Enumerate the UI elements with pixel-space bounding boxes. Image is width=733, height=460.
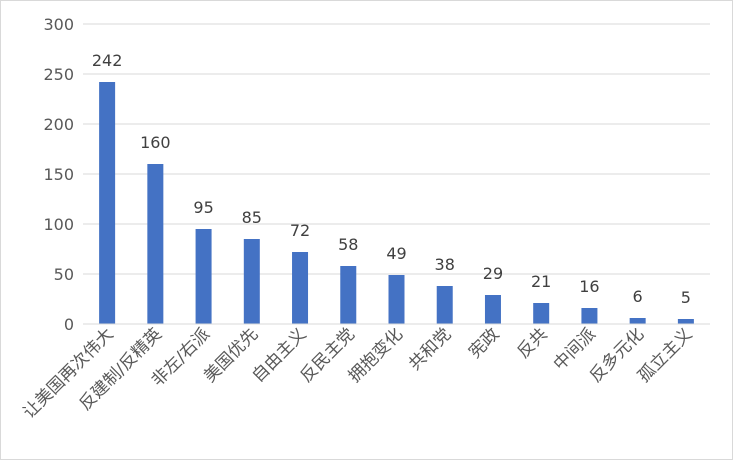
bar xyxy=(340,266,357,324)
bar xyxy=(677,319,694,324)
data-label: 242 xyxy=(92,51,123,70)
y-tick-label: 50 xyxy=(54,265,74,284)
y-tick-label: 0 xyxy=(64,315,74,334)
bar xyxy=(484,295,501,324)
data-label: 160 xyxy=(140,133,171,152)
x-category-label: 宪政 xyxy=(465,324,503,362)
bar xyxy=(195,229,212,324)
x-category-label: 反共 xyxy=(514,324,552,362)
bar xyxy=(99,82,116,324)
x-category-label: 孤立主义 xyxy=(634,324,696,386)
data-label: 38 xyxy=(435,255,455,274)
y-tick-label: 200 xyxy=(43,115,74,134)
bars xyxy=(99,82,694,324)
x-category-label: 共和党 xyxy=(405,324,455,374)
bar xyxy=(581,308,598,324)
data-label: 21 xyxy=(531,272,551,291)
bar xyxy=(243,239,260,324)
data-label: 6 xyxy=(633,287,643,306)
data-label: 58 xyxy=(338,235,358,254)
y-tick-label: 300 xyxy=(43,15,74,34)
data-label: 5 xyxy=(681,288,691,307)
data-label: 16 xyxy=(579,277,599,296)
data-label: 85 xyxy=(242,208,262,227)
y-axis-tick-labels: 0 50 100 150 200 250 300 xyxy=(43,15,74,334)
x-category-label: 拥抱变化 xyxy=(345,324,407,386)
gridlines xyxy=(83,23,710,275)
data-label: 29 xyxy=(483,264,503,283)
data-labels: 242 160 95 85 72 58 49 38 29 21 16 6 5 xyxy=(92,51,691,307)
bar xyxy=(147,164,164,324)
bar xyxy=(388,275,405,324)
data-label: 95 xyxy=(193,198,213,217)
data-label: 49 xyxy=(386,244,406,263)
y-tick-label: 150 xyxy=(43,165,74,184)
bar xyxy=(436,286,453,324)
bar xyxy=(629,318,646,324)
data-label: 72 xyxy=(290,221,310,240)
y-tick-label: 250 xyxy=(43,65,74,84)
bar xyxy=(533,303,550,324)
y-tick-label: 100 xyxy=(43,215,74,234)
bar xyxy=(292,252,309,324)
